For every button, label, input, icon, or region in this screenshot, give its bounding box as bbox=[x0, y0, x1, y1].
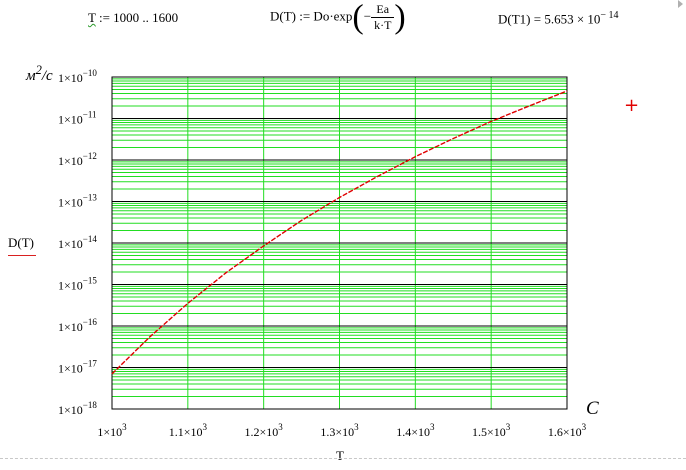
x-tick-label: 1.4×103 bbox=[396, 422, 435, 439]
evaluation-exponent: − 14 bbox=[600, 10, 619, 21]
legend-line-swatch bbox=[8, 255, 36, 256]
y-tick-label: 1×10−17 bbox=[58, 359, 97, 376]
y-tick-label: 1×10−15 bbox=[58, 276, 97, 293]
y-unit-label: м2/с bbox=[26, 63, 53, 85]
right-paren: ) bbox=[394, 0, 406, 36]
y-tick-label: 1×10−16 bbox=[58, 317, 97, 334]
x-tick-label: 1.3×103 bbox=[320, 422, 359, 439]
plot-frame bbox=[111, 76, 568, 410]
y-tick-label: 1×10−12 bbox=[58, 151, 97, 168]
y-unit-base: м bbox=[26, 68, 36, 84]
definition-lhs: D(T) := Do·exp bbox=[270, 8, 353, 24]
exponent-fraction: Ea k·T bbox=[371, 2, 395, 33]
y-tick-label: 1×10−18 bbox=[58, 400, 97, 417]
y-tick-label: 1×10−11 bbox=[58, 110, 97, 127]
minus-sign: − bbox=[363, 8, 372, 24]
y-unit-power: 2 bbox=[35, 63, 42, 77]
fraction-denominator: k·T bbox=[374, 18, 392, 32]
x-tick-label: 1.2×103 bbox=[245, 422, 284, 439]
region-border bbox=[0, 458, 686, 459]
y-tick-label: 1×10−10 bbox=[58, 68, 97, 85]
trace-marker: + bbox=[624, 95, 640, 116]
y-unit-rest: /с bbox=[41, 68, 53, 84]
y-tick-label: 1×10−14 bbox=[58, 234, 97, 251]
x-tick-label: 1.6×103 bbox=[548, 422, 587, 439]
x-tick-label: 1.5×103 bbox=[472, 422, 511, 439]
range-variable: T bbox=[88, 10, 96, 25]
x-variable-label: T bbox=[336, 448, 344, 463]
series-line bbox=[111, 90, 568, 375]
left-paren: ( bbox=[352, 0, 364, 36]
y-variable-label: D(T) bbox=[8, 235, 34, 250]
x-tick-label: 1.1×103 bbox=[169, 422, 208, 439]
x-tick-label: 1×103 bbox=[97, 422, 127, 439]
diffusion-definition: D(T) := Do·exp(− Ea k·T) bbox=[270, 0, 406, 36]
y-tick-label: 1×10−13 bbox=[58, 193, 97, 210]
fraction-numerator: Ea bbox=[371, 2, 395, 18]
evaluation-result: D(T1) = 5.653 × 10− 14 bbox=[498, 10, 619, 27]
range-expression: := 1000 .. 1600 bbox=[95, 10, 179, 25]
x-unit-label: С bbox=[586, 398, 599, 419]
evaluation-text: D(T1) = 5.653 × 10 bbox=[498, 11, 601, 27]
resize-arrow-icon bbox=[678, 0, 683, 8]
range-definition: T := 1000 .. 1600 bbox=[88, 10, 178, 26]
